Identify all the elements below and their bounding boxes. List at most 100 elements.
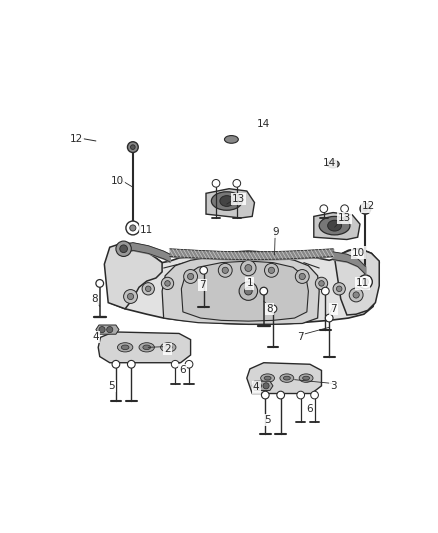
Polygon shape <box>314 213 360 239</box>
Circle shape <box>325 314 333 322</box>
Circle shape <box>200 266 208 274</box>
Polygon shape <box>104 243 162 309</box>
Circle shape <box>349 288 363 302</box>
Text: 7: 7 <box>199 280 205 290</box>
Circle shape <box>353 292 359 298</box>
Circle shape <box>233 180 240 187</box>
Polygon shape <box>108 249 379 324</box>
Ellipse shape <box>224 135 238 143</box>
Circle shape <box>315 277 328 289</box>
Text: 8: 8 <box>91 294 98 304</box>
Circle shape <box>362 279 368 285</box>
Text: 5: 5 <box>108 381 115 391</box>
Circle shape <box>127 360 135 368</box>
Circle shape <box>127 142 138 152</box>
Ellipse shape <box>139 343 155 352</box>
Text: 10: 10 <box>111 176 124 186</box>
Ellipse shape <box>328 220 342 231</box>
Ellipse shape <box>143 345 151 350</box>
Circle shape <box>261 391 269 399</box>
Text: 2: 2 <box>164 344 171 354</box>
Circle shape <box>336 286 342 292</box>
Polygon shape <box>98 332 191 363</box>
Text: 13: 13 <box>232 193 245 204</box>
Circle shape <box>212 180 220 187</box>
Text: 7: 7 <box>297 332 304 342</box>
Circle shape <box>120 245 127 253</box>
Circle shape <box>222 267 228 273</box>
Circle shape <box>295 270 309 284</box>
Circle shape <box>299 273 305 280</box>
Circle shape <box>265 263 279 277</box>
Circle shape <box>321 287 329 295</box>
Circle shape <box>124 289 138 303</box>
Circle shape <box>145 286 151 292</box>
Text: 6: 6 <box>307 404 313 414</box>
Ellipse shape <box>220 196 234 206</box>
Text: 9: 9 <box>272 227 279 237</box>
Text: 7: 7 <box>330 304 336 314</box>
Circle shape <box>240 260 256 276</box>
Ellipse shape <box>212 192 242 210</box>
Text: 10: 10 <box>352 248 365 257</box>
Circle shape <box>107 327 113 333</box>
Circle shape <box>239 282 258 301</box>
Ellipse shape <box>164 345 172 350</box>
Circle shape <box>142 282 155 295</box>
Polygon shape <box>335 249 379 315</box>
Circle shape <box>263 383 269 389</box>
Circle shape <box>131 145 135 149</box>
Circle shape <box>358 275 372 289</box>
Text: 12: 12 <box>362 201 375 212</box>
Ellipse shape <box>161 343 176 352</box>
Circle shape <box>297 391 304 399</box>
Text: 11: 11 <box>356 278 369 288</box>
Ellipse shape <box>117 343 133 352</box>
Circle shape <box>187 273 194 280</box>
Polygon shape <box>162 255 319 324</box>
Text: 6: 6 <box>180 366 186 375</box>
Ellipse shape <box>327 160 339 168</box>
Circle shape <box>165 281 170 286</box>
Ellipse shape <box>264 376 271 380</box>
Polygon shape <box>247 363 321 393</box>
Circle shape <box>277 391 285 399</box>
Circle shape <box>112 360 120 368</box>
Circle shape <box>126 221 140 235</box>
Circle shape <box>260 287 268 295</box>
Ellipse shape <box>303 376 310 380</box>
Circle shape <box>320 205 328 213</box>
Circle shape <box>245 264 252 271</box>
Polygon shape <box>252 381 273 391</box>
Circle shape <box>333 282 346 295</box>
Circle shape <box>268 267 275 273</box>
Text: 8: 8 <box>266 304 272 314</box>
Text: 14: 14 <box>257 119 270 129</box>
Circle shape <box>311 391 318 399</box>
Circle shape <box>341 205 349 213</box>
Circle shape <box>96 280 103 287</box>
Circle shape <box>127 293 134 300</box>
Text: 5: 5 <box>264 415 271 425</box>
Ellipse shape <box>283 376 290 380</box>
Circle shape <box>184 270 198 284</box>
Circle shape <box>161 277 173 289</box>
Circle shape <box>244 287 252 295</box>
Circle shape <box>319 281 324 286</box>
Text: 14: 14 <box>322 158 336 167</box>
Text: 13: 13 <box>338 213 351 223</box>
Circle shape <box>185 360 193 368</box>
Text: 4: 4 <box>92 332 99 342</box>
Text: 3: 3 <box>330 381 336 391</box>
Ellipse shape <box>319 216 350 235</box>
Circle shape <box>360 203 371 214</box>
Ellipse shape <box>299 374 313 382</box>
Circle shape <box>171 360 179 368</box>
Polygon shape <box>206 189 254 218</box>
Circle shape <box>116 241 131 256</box>
Ellipse shape <box>261 374 275 382</box>
Circle shape <box>255 383 261 389</box>
Text: 1: 1 <box>247 278 253 288</box>
Circle shape <box>218 263 232 277</box>
Polygon shape <box>181 261 308 321</box>
